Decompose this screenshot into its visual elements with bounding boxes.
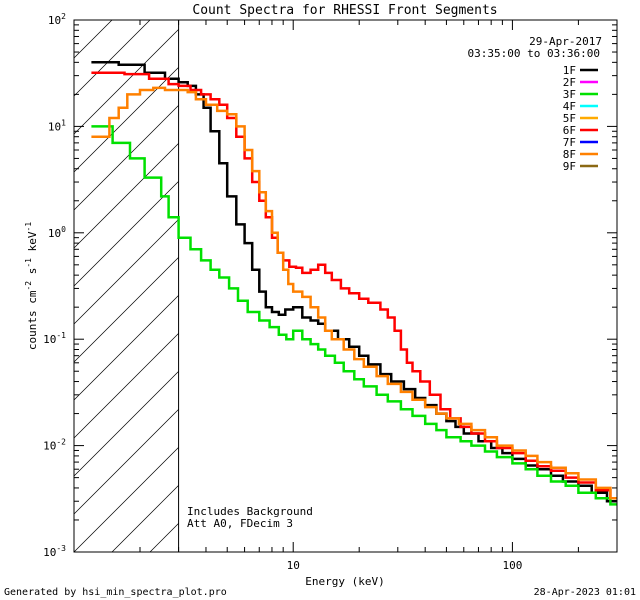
threshold-hatch	[74, 20, 179, 552]
hatch-line	[74, 20, 75, 21]
series-6F	[91, 71, 617, 500]
y-label-text: s	[26, 268, 39, 281]
y-tick-label: 100	[48, 225, 66, 240]
hatch-line	[149, 523, 179, 552]
y-tick-label: 10-3	[43, 544, 66, 559]
legend-label-8F: 8F	[563, 148, 576, 161]
hatch-line	[111, 485, 179, 552]
plot-frame	[73, 19, 618, 553]
hatch-line	[74, 333, 179, 439]
hatch-line	[74, 295, 179, 401]
hatch-line	[74, 20, 113, 59]
y-label-exponent: -1	[24, 258, 33, 268]
x-tick-label: 10	[287, 559, 300, 572]
legend-label-5F: 5F	[563, 112, 576, 125]
y-tick-exponent: -3	[56, 544, 66, 553]
x-tick-label: 100	[502, 559, 522, 572]
hatch-line	[74, 257, 179, 363]
y-label-exponent: -2	[24, 281, 33, 291]
series-1F	[91, 61, 617, 503]
series-layer	[91, 61, 617, 506]
legend-label-6F: 6F	[563, 124, 576, 137]
annotation-note-attenuator: Att A0, FDecim 3	[187, 517, 293, 530]
hatch-line	[74, 409, 179, 515]
x-axis-label: Energy (keV)	[305, 575, 384, 588]
y-tick-exponent: -1	[56, 331, 66, 340]
y-tick-exponent: -2	[56, 438, 66, 447]
annotation-date: 29-Apr-2017	[529, 35, 602, 48]
series-3F	[91, 125, 617, 506]
footer-generated-by: Generated by hsi_min_spectra_plot.pro	[4, 587, 227, 598]
footer-timestamp: 28-Apr-2023 01:01	[534, 587, 636, 598]
legend-label-1F: 1F	[563, 64, 576, 77]
chart-title: Count Spectra for RHESSI Front Segments	[192, 3, 497, 18]
hatch-line	[74, 181, 179, 287]
hatch-line	[74, 20, 151, 97]
y-label-text: counts cm	[26, 290, 39, 350]
y-tick-label: 10-1	[43, 331, 66, 346]
legend-label-2F: 2F	[563, 76, 576, 89]
hatch-line	[74, 67, 179, 173]
y-tick-exponent: 1	[61, 118, 66, 127]
series-8F	[91, 86, 617, 500]
hatch-line	[74, 219, 179, 325]
annotation-note-background: Includes Background	[187, 505, 313, 518]
y-tick-exponent: 2	[61, 12, 66, 21]
y-tick-label: 10-2	[43, 438, 66, 453]
y-tick-label: 101	[48, 118, 66, 133]
legend-label-3F: 3F	[563, 88, 576, 101]
y-label-text: keV	[26, 231, 39, 258]
legend-label-4F: 4F	[563, 100, 576, 113]
annotation-time-range: 03:35:00 to 03:36:00	[468, 47, 600, 60]
hatch-line	[74, 29, 179, 135]
hatch-line	[74, 105, 179, 211]
x-axis: 10 100	[73, 20, 618, 572]
hatch-line	[74, 447, 179, 552]
legend-label-9F: 9F	[563, 160, 576, 173]
legend-label-7F: 7F	[563, 136, 576, 149]
y-axis-label: counts cm-2 s-1 keV-1	[24, 222, 39, 350]
y-tick-label: 102	[48, 12, 66, 27]
y-tick-exponent: 0	[61, 225, 66, 234]
hatch-line	[74, 143, 179, 249]
y-label-exponent: -1	[24, 222, 33, 232]
hatch-line	[74, 371, 179, 477]
